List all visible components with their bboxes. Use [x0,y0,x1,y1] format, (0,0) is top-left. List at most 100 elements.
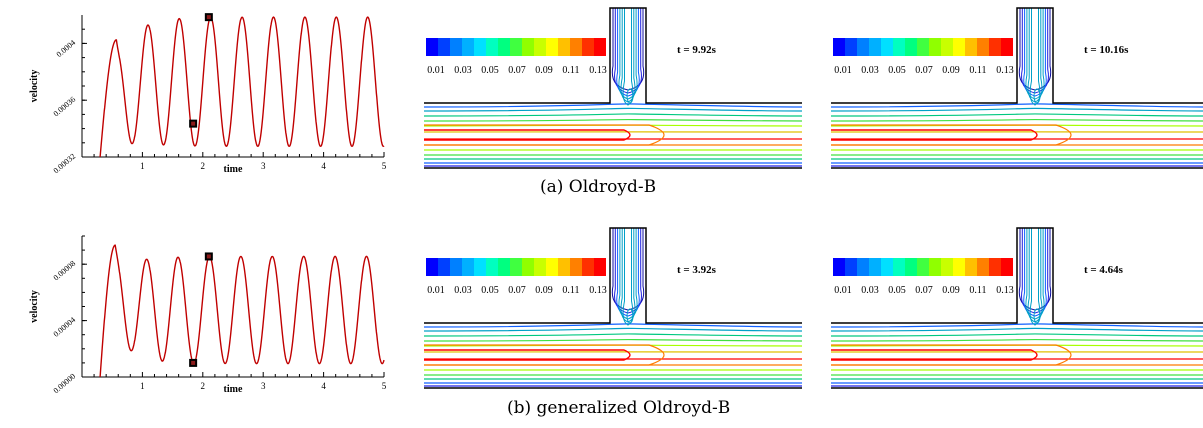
colorbar-label: 0.09 [942,65,960,76]
colorbar-swatch [570,38,582,56]
streamline [423,327,803,332]
colorbar-swatch [582,38,594,56]
colorbar-swatch [498,38,510,56]
colorbar-label: 0.09 [535,65,553,76]
branch-streamline [622,8,634,106]
branch-streamline [1025,8,1045,100]
colorbar-swatch [833,258,845,276]
x-axis-title: time [224,384,243,395]
colorbar-swatch [462,258,474,276]
x-tick-label: 5 [382,161,387,171]
colorbar-swatch [953,38,965,56]
streamline [423,333,803,337]
colorbar-swatch [558,258,570,276]
colorbar-swatch [450,258,462,276]
colorbar-label: 0.07 [915,285,933,296]
chart-0: 1 2 3 4 5 0.00032 0.00036 0.0004 time velocity [29,13,387,175]
colorbar-swatch [426,38,438,56]
streamline [830,118,1203,122]
branch-vortex [1033,308,1041,324]
y-tick-label: 0.00036 [52,95,78,119]
colorbar-swatch [965,258,977,276]
colorbar-swatch [510,258,522,276]
colorbar-label: 0.01 [834,65,852,76]
colorbar-swatch [486,38,498,56]
colorbar-swatch [426,258,438,276]
colorbar-label: 0.11 [969,285,986,296]
branch-streamline [618,228,638,320]
colorbar-swatch [534,258,546,276]
colorbar-swatch [582,258,594,276]
colorbar-label: 0.09 [942,285,960,296]
core-contour [424,129,631,141]
colorbar-swatch [450,38,462,56]
x-tick-label: 3 [261,161,266,171]
colorbar-label: 0.03 [861,65,879,76]
marker-core-2 [206,15,211,20]
colorbar-swatch [474,258,486,276]
branch-streamline [622,228,634,326]
colorbar-swatch [1001,258,1013,276]
colorbar-label: 0.07 [508,285,526,296]
core-contour [424,124,665,146]
y-tick-label: 0.0004 [55,38,78,59]
colorbar-swatch [510,38,522,56]
colorbar-label: 0.11 [562,285,579,296]
colorbar-label: 0.07 [915,65,933,76]
x-tick-label: 4 [321,381,326,391]
colorbar-swatch [893,38,905,56]
core-contour [831,129,1038,141]
colorbar-swatch [941,258,953,276]
branch-streamline [614,8,642,94]
colorbar-label: 0.09 [535,285,553,296]
marker-core-1 [191,121,196,126]
colorbar-swatch [953,258,965,276]
x-tick-label: 2 [201,161,206,171]
colorbar-swatch [977,258,989,276]
series-line [99,244,385,378]
flow-panel-1-0: 0.01 0.03 0.05 0.07 0.09 0.11 0.13 t = 3.92s [423,227,803,389]
colorbar-swatch [989,258,1001,276]
streamline [423,323,803,328]
colorbar-swatch [905,258,917,276]
streamline [830,327,1203,332]
colorbar-swatch [1001,38,1013,56]
streamline [830,113,1203,117]
colorbar-swatch [833,38,845,56]
colorbar-swatch [929,38,941,56]
colorbar-swatch [929,258,941,276]
streamline [830,103,1203,108]
colorbar-swatch [857,38,869,56]
x-tick-label: 1 [140,161,145,171]
y-tick-label: 0.00032 [52,152,78,176]
branch-streamline [1021,8,1049,94]
time-label: t = 3.92s [677,264,717,276]
colorbar-swatch [917,38,929,56]
colorbar-swatch [558,38,570,56]
colorbar-swatch [881,258,893,276]
channel-wall-top [831,7,1203,104]
y-axis-title: velocity [29,70,40,103]
colorbar-label: 0.01 [834,285,852,296]
channel-wall-top [831,227,1203,324]
branch-vortex [1033,88,1041,104]
colorbar-swatch [845,38,857,56]
flow-panel-0-1: 0.01 0.03 0.05 0.07 0.09 0.11 0.13 t = 10.16s [830,7,1203,169]
channel-wall-top [424,7,802,104]
branch-streamline [1025,228,1045,320]
colorbar-swatch [917,258,929,276]
colorbar-swatch [905,38,917,56]
branch-streamline [1023,8,1047,97]
flow-panel-0-0: 0.01 0.03 0.05 0.07 0.09 0.11 0.13 t = 9.92s [423,7,803,169]
colorbar-swatch [522,38,534,56]
time-label: t = 10.16s [1084,44,1129,56]
colorbar-label: 0.13 [996,65,1014,76]
branch-streamline [1023,228,1047,317]
colorbar-label: 0.01 [427,65,445,76]
streamline [423,103,803,108]
branch-streamline [618,8,638,100]
colorbar-label: 0.05 [481,65,499,76]
colorbar-swatch [546,38,558,56]
core-contour [831,349,1038,361]
